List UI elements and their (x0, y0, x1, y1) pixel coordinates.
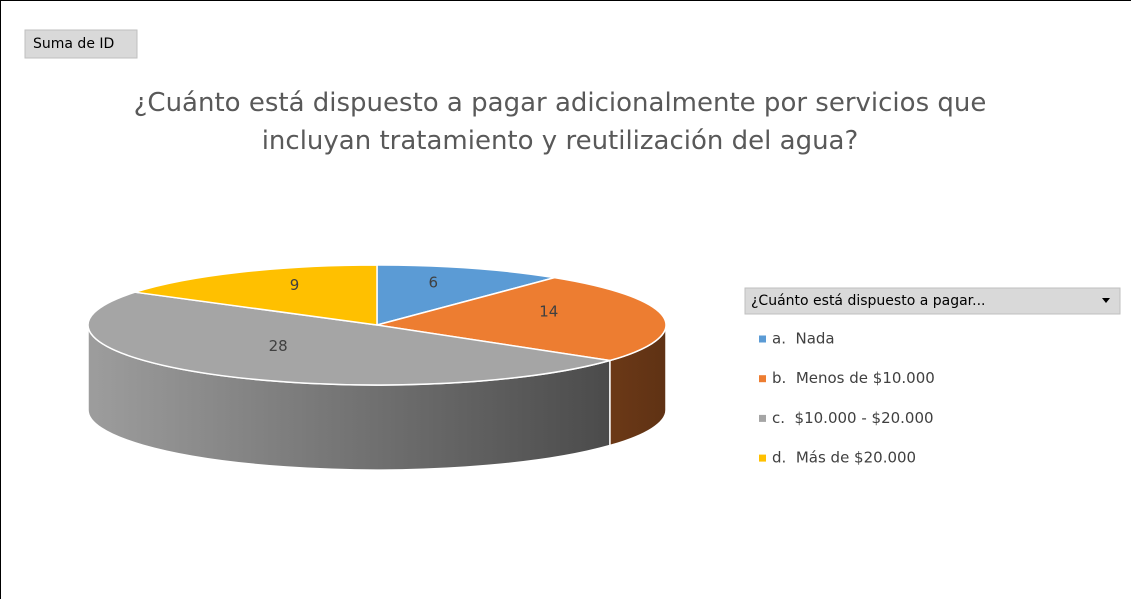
legend-swatch (759, 375, 766, 383)
chart-title: ¿Cuánto está dispuesto a pagar adicional… (134, 88, 987, 156)
data-label: 6 (429, 273, 439, 291)
pie-slice (87, 291, 611, 386)
legend-swatch (759, 454, 766, 462)
data-label: 14 (539, 303, 558, 321)
legend-header-label: ¿Cuánto está dispuesto a pagar... (751, 293, 986, 309)
field-button[interactable] (24, 29, 138, 59)
field-button-label: Suma de ID (33, 36, 114, 52)
legend-swatch (759, 414, 766, 422)
data-label: 28 (269, 337, 288, 355)
legend-swatch (759, 335, 766, 343)
legend-label: c. $10.000 - $20.000 (772, 409, 934, 427)
legend-label: a. Nada (772, 330, 835, 348)
pie-slice (134, 264, 378, 326)
dropdown-arrow[interactable] (1102, 298, 1110, 303)
legend-label: b. Menos de $10.000 (772, 369, 935, 387)
data-label: 9 (290, 276, 300, 294)
pie-slice (376, 264, 555, 326)
legend-label: d. Más de $20.000 (772, 449, 916, 467)
pie-slice (376, 276, 667, 362)
legend-header[interactable] (744, 287, 1121, 315)
